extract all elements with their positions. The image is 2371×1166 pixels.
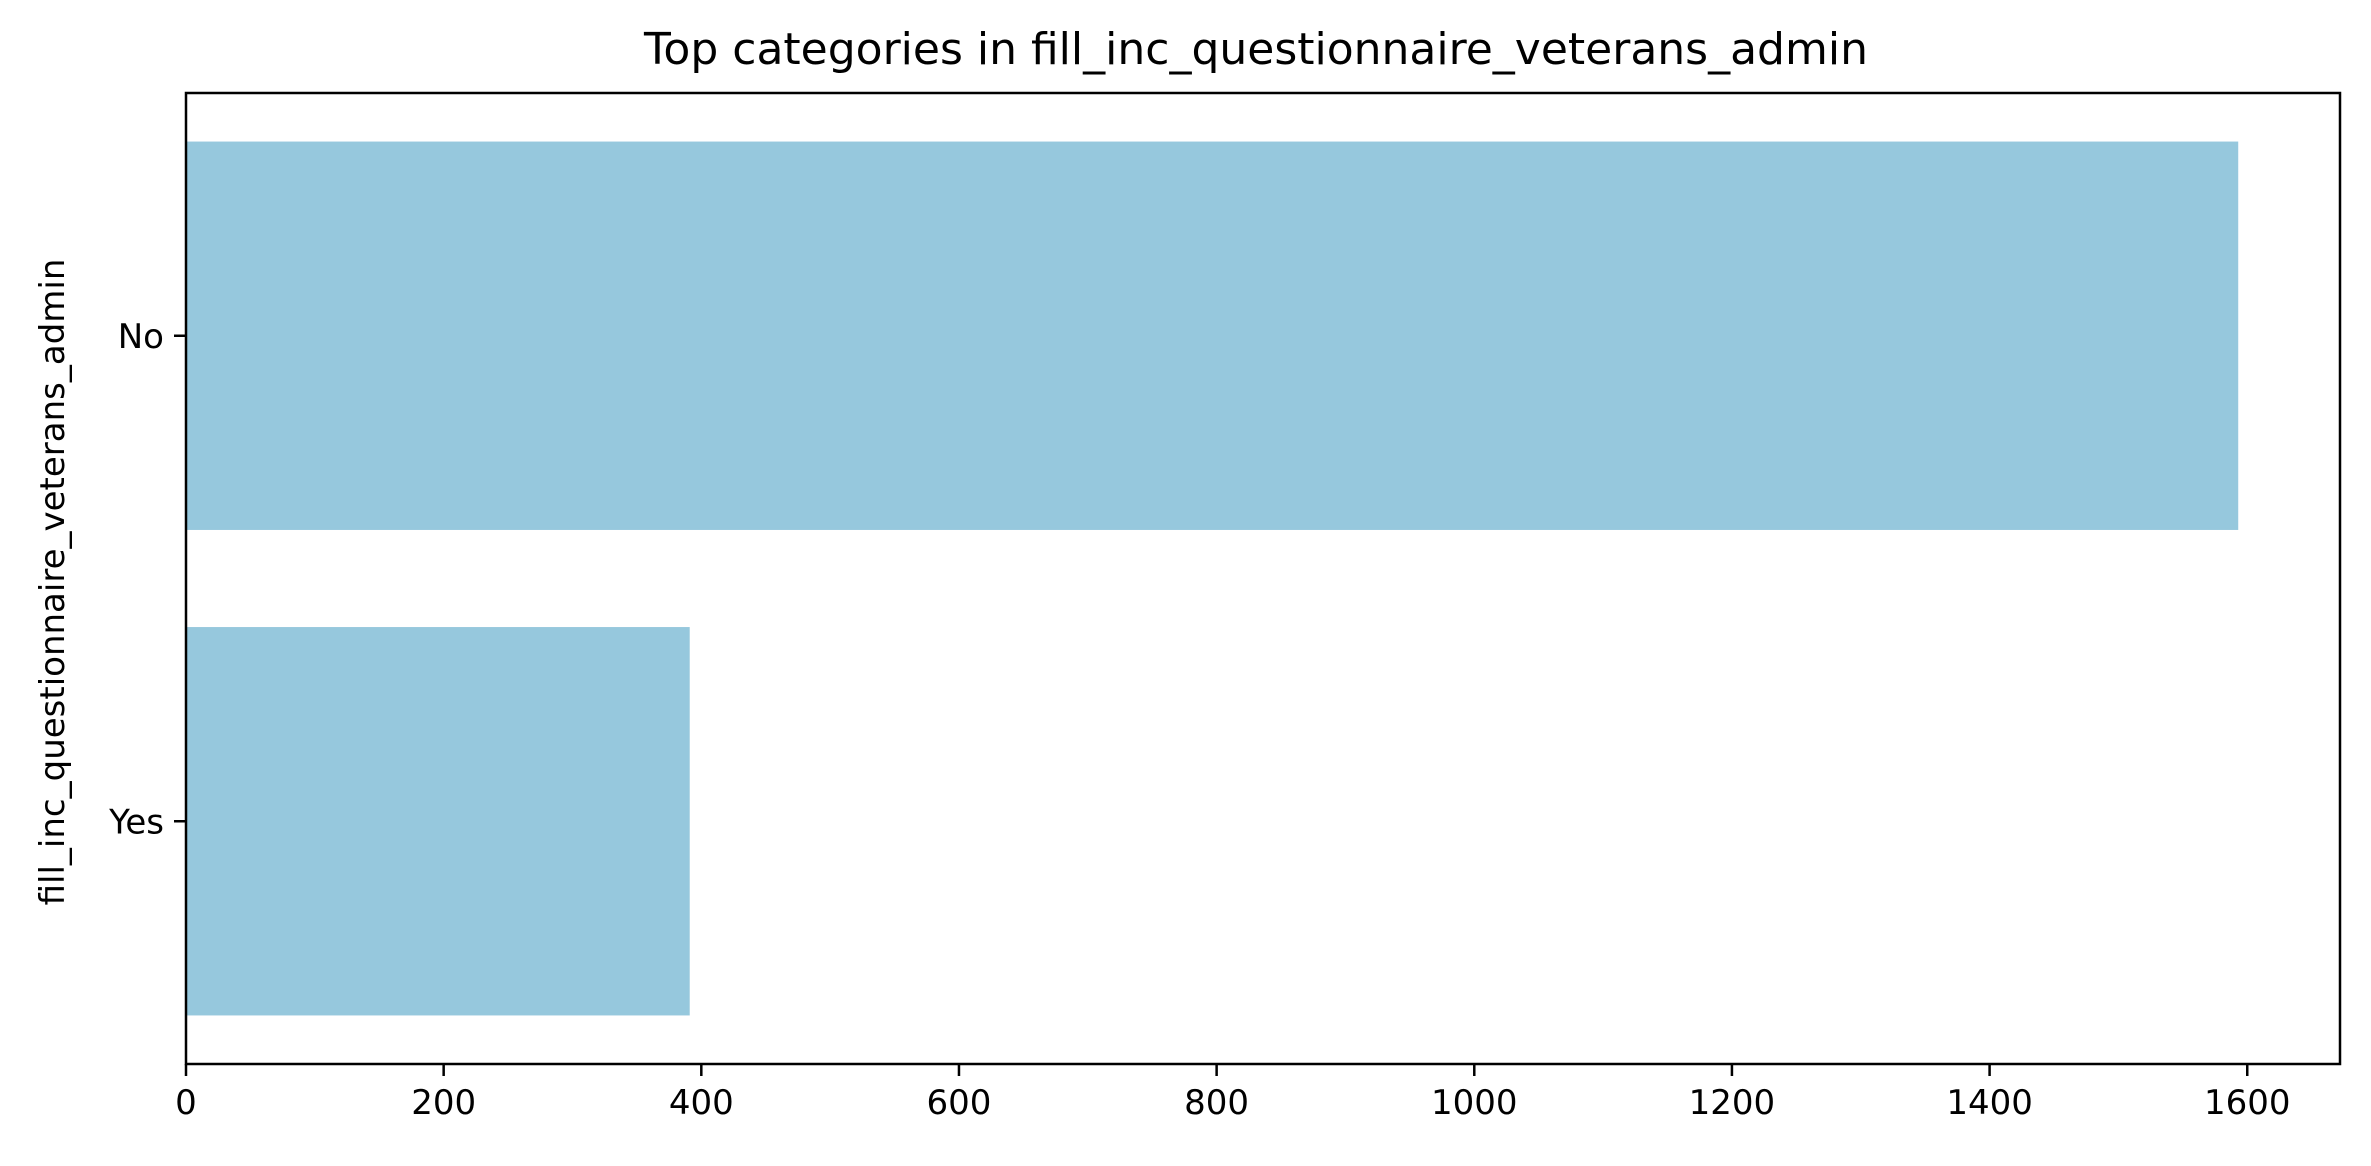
x-tick-label: 1000	[1431, 1083, 1518, 1123]
y-tick-label: Yes	[108, 802, 164, 842]
plot-frame	[184, 91, 2342, 1066]
x-tick-label: 1200	[1689, 1083, 1776, 1123]
x-tick-label: 0	[175, 1083, 197, 1123]
x-tick-label: 600	[927, 1083, 992, 1123]
x-tick-label: 1400	[1946, 1083, 2033, 1123]
bars-group	[186, 141, 2239, 1016]
x-tick-label: 200	[411, 1083, 476, 1123]
bar-yes	[186, 627, 690, 1016]
y-axis-label: fill_inc_questionnaire_veterans_admin	[33, 259, 73, 906]
x-tick-label: 800	[1184, 1083, 1249, 1123]
x-tick-label: 1600	[2204, 1083, 2291, 1123]
x-tick-label: 400	[669, 1083, 734, 1123]
bar-no	[186, 141, 2239, 530]
chart-title: Top categories in fill_inc_questionnaire…	[643, 24, 1868, 75]
y-tick-label: No	[118, 317, 164, 357]
x-ticks-group: 0 200 400 600 800 1000 1200 1400 1600	[175, 1064, 2291, 1123]
y-ticks-group: No Yes	[108, 317, 186, 842]
